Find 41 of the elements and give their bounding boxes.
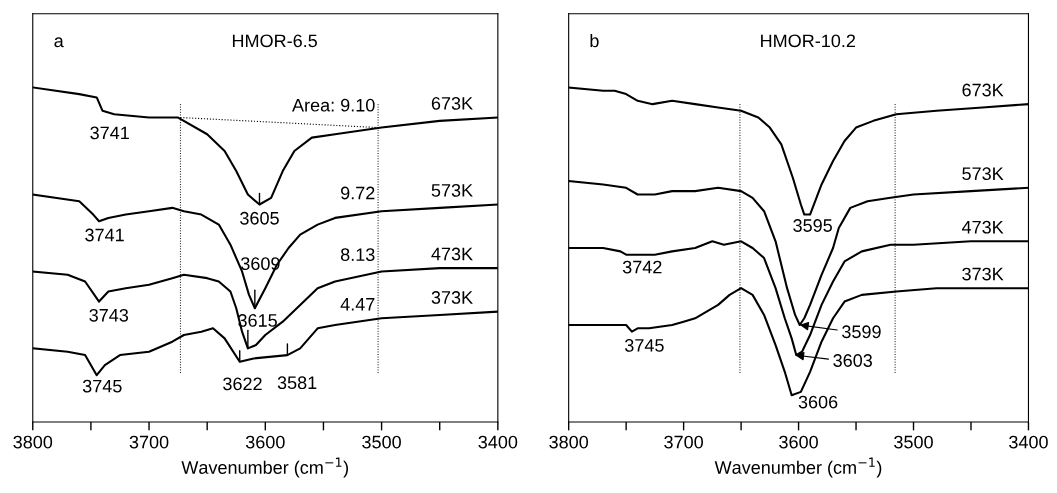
x-tick-label: 3400 — [478, 435, 518, 449]
annotation: 3741 — [85, 228, 124, 242]
annotation: 3622 — [223, 377, 262, 391]
annotation: 3595 — [793, 219, 832, 232]
text: a — [54, 37, 64, 48]
annotation: 3605 — [240, 211, 279, 225]
annotation: 3606 — [798, 395, 838, 409]
chart-title: HMOR-10.2 — [761, 34, 856, 48]
annotation: Area: 9.10 — [292, 98, 375, 112]
series-label: 573K — [431, 184, 473, 197]
x-axis-title: Wavenumber (cm$^{−1}$) — [181, 457, 349, 478]
series-label: 373K — [431, 291, 473, 304]
x-tick-label: 3400 — [1009, 435, 1048, 449]
x-tick-label: 3700 — [129, 435, 169, 449]
annotation: 3745 — [82, 379, 122, 393]
x-tick-label: 3700 — [664, 435, 703, 449]
annotation: 3581 — [277, 376, 317, 390]
x-tick-label: 3800 — [13, 435, 53, 449]
annotation: 9.72 — [341, 186, 375, 200]
series-label: 473K — [431, 247, 473, 261]
text: b — [590, 33, 599, 48]
series-label: 573K — [962, 167, 1004, 181]
annotation: 3599 — [842, 325, 881, 339]
series-label: 473K — [961, 220, 1004, 234]
x-tick-label: 3500 — [894, 435, 933, 449]
x-axis-title: Wavenumber (cm$^{−1}$) — [714, 457, 882, 478]
annotation: 3745 — [625, 339, 664, 352]
annotation: 3603 — [833, 354, 872, 367]
x-tick-label: 3500 — [362, 435, 401, 449]
x-tick-label: 3600 — [245, 435, 285, 449]
x-tick-label: 3600 — [779, 435, 818, 449]
series-label: 673K — [962, 83, 1004, 97]
annotation: 3743 — [89, 308, 129, 322]
annotation: 3741 — [90, 126, 129, 140]
chart-title: HMOR-6.5 — [232, 34, 317, 48]
series-label: 673K — [431, 97, 473, 110]
annotation: 8.13 — [340, 248, 375, 262]
annotation: 3742 — [622, 260, 662, 274]
series-label: 373K — [962, 267, 1004, 281]
x-tick-label: 3800 — [549, 435, 589, 449]
annotation: 4.47 — [340, 298, 375, 311]
